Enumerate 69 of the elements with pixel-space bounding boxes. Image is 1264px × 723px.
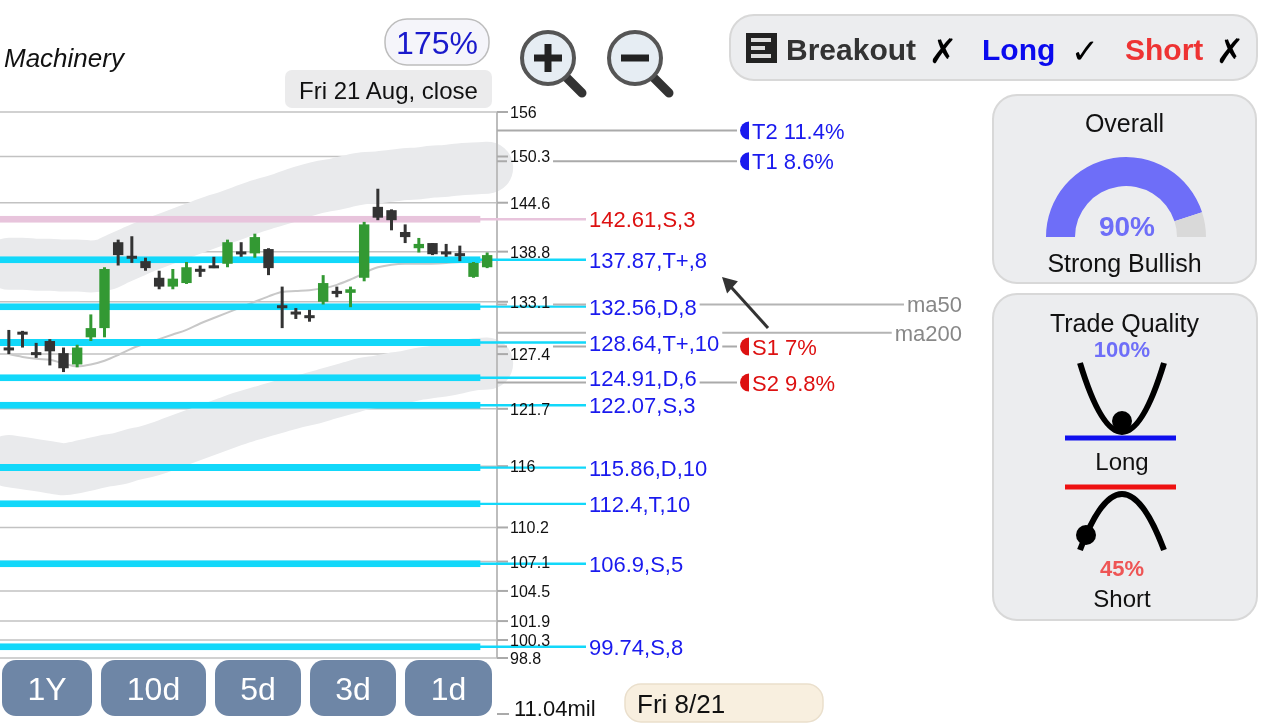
y-tick-label: 104.5: [510, 582, 551, 600]
ref-line-label: 122.07,S,3: [589, 392, 696, 418]
candlestick: [276, 286, 288, 330]
ref-line-label: T1 8.6%: [752, 148, 834, 174]
y-tick-label: 156: [510, 103, 537, 121]
ref-line-label: 112.4,T,10: [589, 491, 691, 517]
candlestick: [58, 347, 69, 374]
text: 175%: [396, 25, 478, 61]
text: 5d: [240, 671, 276, 707]
y-tick-label: 150.3: [510, 148, 551, 165]
ref-line-label: ma200: [894, 320, 963, 346]
text: 11.04mil: [514, 695, 596, 721]
ref-line-label: 115.86,D,10: [589, 455, 708, 481]
text: 3d: [335, 671, 371, 707]
ref-line-label: 132.56,D,8: [589, 294, 697, 320]
candlestick: [372, 188, 384, 222]
ref-line-label: S1 7%: [752, 334, 817, 360]
chart-title: Machinery: [4, 43, 126, 73]
text: 100%: [1093, 336, 1151, 362]
category-label: Long: [1095, 447, 1149, 475]
data-label: 90%: [1098, 210, 1156, 242]
candlestick: [263, 248, 274, 277]
ref-line-label: S2 9.8%: [752, 370, 836, 396]
category-label: Short: [1093, 584, 1152, 612]
ref-line-label: 99.74,S,8: [589, 634, 684, 660]
candlestick: [317, 275, 329, 305]
text: Trade Quality: [1049, 309, 1200, 337]
candlestick: [386, 209, 397, 231]
candlestick: [249, 233, 261, 258]
text: 1d: [430, 671, 467, 707]
ref-line-label: T2 11.4%: [752, 118, 845, 144]
chart-title: Overall: [1084, 109, 1165, 137]
text: ✗: [928, 31, 958, 71]
y-tick-label: 100.3: [510, 631, 551, 649]
text: Fri 21 Aug, close: [299, 76, 478, 104]
y-tick-label: 98.8: [510, 649, 542, 667]
ref-line-label: 128.64,T+,10: [589, 330, 720, 356]
y-tick-label: 127.4: [510, 345, 551, 363]
candlestick: [181, 262, 192, 284]
text: ✓: [1070, 31, 1100, 71]
ref-line-label: 142.61,S,3: [589, 206, 696, 232]
y-tick-label: 138.8: [510, 243, 551, 261]
y-tick-label: 144.6: [510, 194, 551, 212]
candlestick: [71, 344, 83, 368]
candlestick: [153, 270, 165, 290]
candlestick: [167, 269, 179, 290]
candlestick: [112, 239, 124, 266]
text: 10d: [126, 671, 181, 707]
y-tick-label: 110.2: [510, 518, 549, 536]
candlestick: [44, 339, 56, 366]
text: 1Y: [27, 671, 67, 707]
ref-line-label: 106.9,S,5: [589, 551, 684, 577]
candlestick: [222, 239, 233, 268]
candlestick: [3, 328, 15, 356]
category-label: Short: [1125, 32, 1204, 66]
text: Strong Bullish: [1047, 249, 1202, 277]
candlestick: [345, 286, 356, 309]
text: Fri 8/21: [637, 689, 726, 719]
candlestick: [399, 224, 411, 245]
category-label: Breakout: [786, 32, 917, 66]
category-label: Long: [982, 32, 1056, 66]
ref-line-label: 124.91,D,6: [589, 365, 697, 391]
text: 45%: [1099, 555, 1145, 581]
text: ✗: [1215, 31, 1245, 71]
ref-line-label: ma50: [906, 291, 963, 317]
candlestick: [126, 236, 138, 263]
y-tick-label: 101.9: [510, 612, 551, 630]
ref-line-label: 137.87,T+,8: [589, 247, 708, 273]
candlestick: [85, 314, 97, 342]
